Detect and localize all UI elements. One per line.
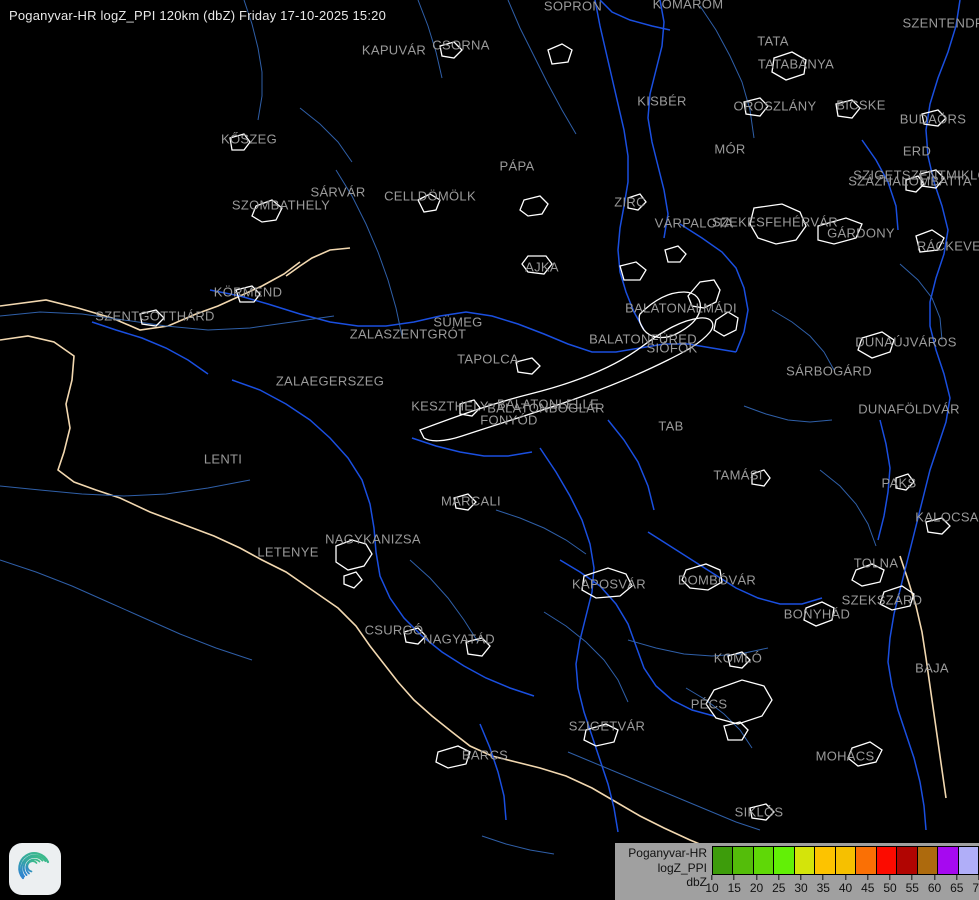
legend-caption: Poganyvar-HR logZ_PPI dbZ (615, 843, 712, 890)
legend-tick: 20 (750, 875, 763, 895)
legend-swatch (897, 847, 918, 874)
legend-swatch (835, 847, 857, 874)
legend-swatch (876, 847, 898, 874)
legend-swatch (794, 847, 816, 874)
legend-swatch (753, 847, 775, 874)
meteo-swirl-logo[interactable] (9, 843, 61, 895)
legend-tick: 50 (883, 875, 897, 895)
legend-swatch (815, 847, 836, 874)
legend-tick: 45 (861, 875, 874, 895)
legend-swatch (856, 847, 877, 874)
legend-tick: 60 (928, 875, 941, 895)
settlement-outline-layer (139, 41, 951, 821)
legend-tick: 10 (705, 875, 719, 895)
legend-swatch (713, 847, 734, 874)
legend-tick: 40 (839, 875, 852, 895)
legend-caption-line-2: logZ_PPI (657, 860, 707, 875)
swirl-icon (18, 852, 50, 880)
dbz-color-legend: Poganyvar-HR logZ_PPI dbZ 10 15 20 25 30 35 40… (615, 843, 979, 900)
legend-caption-line-1: Poganyvar-HR (628, 846, 707, 860)
legend-tick: 35 (817, 875, 830, 895)
legend-ticks: 10 15 20 25 30 35 40 45 50 55 60 65 70 (705, 875, 979, 899)
legend-swatch (958, 847, 979, 874)
legend-tick: 55 (906, 875, 919, 895)
radar-title: Poganyvar-HR logZ_PPI 120km (dbZ) Friday… (9, 8, 387, 23)
legend-tick: 25 (772, 875, 785, 895)
legend-scale: 10 15 20 25 30 35 40 45 50 55 60 65 70 (705, 843, 979, 899)
legend-tick: 30 (794, 875, 808, 895)
river-major-layer (91, 0, 961, 833)
legend-caption-line-3: dbZ (686, 875, 707, 889)
legend-tick: 70 (972, 875, 979, 895)
legend-swatch (917, 847, 939, 874)
legend-tick: 15 (728, 875, 741, 895)
legend-colorbar (712, 846, 979, 875)
legend-swatch (774, 847, 795, 874)
legend-swatch (938, 847, 959, 874)
legend-tick: 65 (950, 875, 963, 895)
legend-swatch (733, 847, 754, 874)
